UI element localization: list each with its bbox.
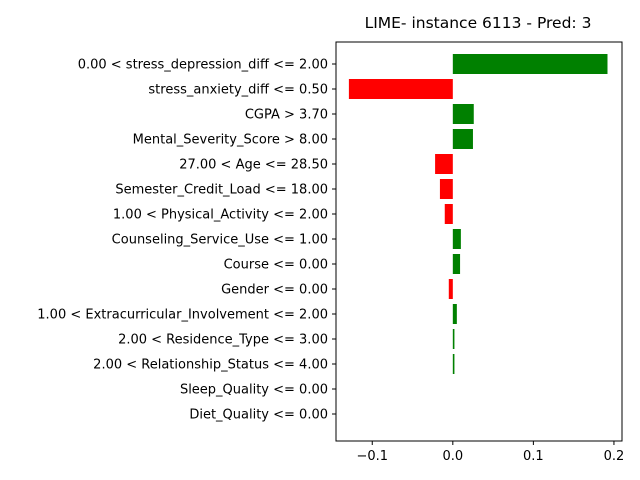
bar-5 <box>439 179 453 199</box>
x-axis-ticks: −0.1 0.0 0.1 0.2 <box>356 441 624 464</box>
y-tick-labels: 0.00 < stress_depression_diff <= 2.00 str… <box>37 58 336 423</box>
bar-6 <box>444 204 453 224</box>
x-tick-label: 0.1 <box>523 449 544 464</box>
bar-1 <box>348 79 453 99</box>
plot-frame <box>335 41 623 442</box>
y-tick-label: 1.00 < Extracurricular_Involvement <= 2.… <box>37 308 328 323</box>
x-tick-label: −0.1 <box>356 449 388 464</box>
y-tick-label: 27.00 < Age <= 28.50 <box>179 158 328 173</box>
bar-4 <box>435 154 453 174</box>
y-tick-label: Gender <= 0.00 <box>221 283 328 298</box>
chart-title: LIME- instance 6113 - Pred: 3 <box>365 14 592 32</box>
bar-9 <box>448 279 453 299</box>
bar-10 <box>452 304 457 324</box>
y-tick-label: Counseling_Service_Use <= 1.00 <box>112 233 328 248</box>
y-tick-label: Course <= 0.00 <box>224 258 328 273</box>
x-tick-label: 0.0 <box>442 449 463 464</box>
bar-8 <box>452 254 461 274</box>
y-tick-label: 2.00 < Relationship_Status <= 4.00 <box>93 358 328 373</box>
bar-2 <box>452 104 474 124</box>
bar-12 <box>452 354 455 374</box>
bars-group <box>348 54 608 374</box>
y-tick-label: 0.00 < stress_depression_diff <= 2.00 <box>78 58 328 73</box>
y-tick-label: CGPA > 3.70 <box>245 108 328 123</box>
y-tick-label: Diet_Quality <= 0.00 <box>189 408 328 423</box>
y-tick-label: stress_anxiety_diff <= 0.50 <box>148 83 328 98</box>
bar-0 <box>452 54 608 74</box>
y-tick-label: Sleep_Quality <= 0.00 <box>180 383 328 398</box>
y-tick-label: 2.00 < Residence_Type <= 3.00 <box>118 333 328 348</box>
bar-7 <box>452 229 461 249</box>
y-tick-label: 1.00 < Physical_Activity <= 2.00 <box>113 208 328 223</box>
y-tick-label: Semester_Credit_Load <= 18.00 <box>115 183 328 198</box>
x-tick-label: 0.2 <box>604 449 625 464</box>
y-tick-label: Mental_Severity_Score > 8.00 <box>133 133 328 148</box>
bar-3 <box>452 129 473 149</box>
bar-11 <box>452 329 455 349</box>
